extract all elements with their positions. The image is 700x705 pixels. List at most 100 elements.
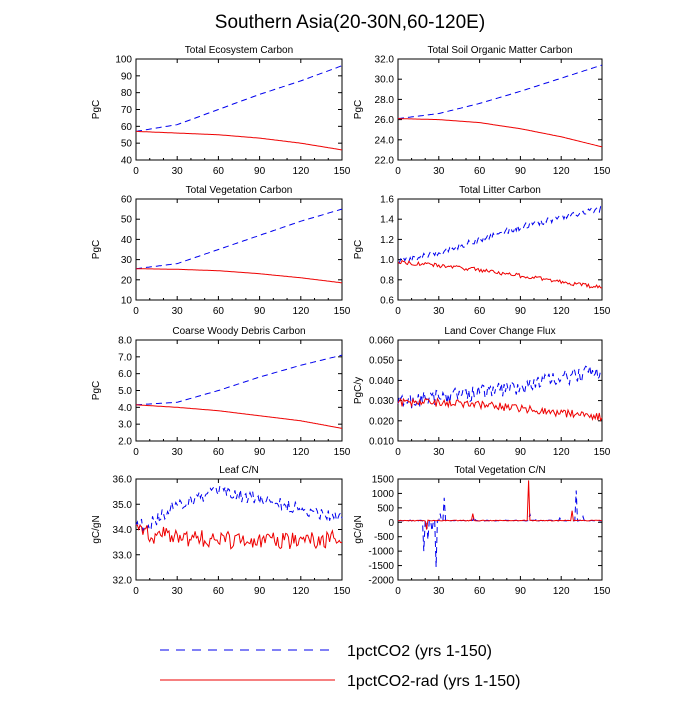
panel-leaf-c-n: Leaf C/N gC/gN 0 30 60 90 120 150 32.0 33.0 34.0 35… [91, 465, 351, 597]
ytick-label-total-vegetation-carbon: 50 [121, 215, 133, 226]
xtick-label-total-soil-organic-matter-carbon: 60 [474, 166, 486, 177]
ytick-label-total-soil-organic-matter-carbon: 30.0 [375, 75, 395, 86]
xtick-label-total-ecosystem-carbon: 60 [213, 166, 225, 177]
ytick-label-total-vegetation-c-n: 500 [377, 503, 394, 514]
xtick-label-land-cover-change-flux: 120 [553, 447, 570, 458]
panel-title-land-cover-change-flux: Land Cover Change Flux [444, 326, 555, 337]
xtick-label-total-litter-carbon: 60 [474, 306, 486, 317]
panel-total-vegetation-carbon: Total Vegetation Carbon PgC 0 30 60 90 120 150 1… [91, 185, 351, 317]
series-1pctco2-line-total-litter-carbon [398, 205, 603, 264]
ytick-label-total-vegetation-c-n: 1000 [372, 489, 395, 500]
ytick-label-total-vegetation-c-n: -500 [374, 532, 394, 543]
ytick-label-total-vegetation-c-n: -1500 [368, 561, 394, 572]
ytick-label-total-litter-carbon: 1.4 [380, 215, 394, 226]
ylabel-total-soil-organic-matter-carbon: PgC [353, 100, 364, 119]
panel-title-total-vegetation-carbon: Total Vegetation Carbon [186, 185, 293, 196]
panel-title-coarse-woody-debris-carbon: Coarse Woody Debris Carbon [172, 326, 305, 337]
ytick-label-total-soil-organic-matter-carbon: 24.0 [375, 135, 395, 146]
xtick-label-total-vegetation-carbon: 150 [334, 306, 351, 317]
panels: Total Ecosystem Carbon PgC 0 30 60 90 120 150 40… [91, 45, 611, 597]
plot-frame-total-litter-carbon [397, 198, 603, 301]
ytick-label-total-ecosystem-carbon: 60 [121, 122, 133, 133]
panel-total-vegetation-c-n: Total Vegetation C/N gC/gN 0 30 60 90 120 150 -2… [353, 465, 611, 597]
legend-label-1pctco2: 1pctCO2 (yrs 1-150) [347, 643, 492, 660]
xtick-label-total-vegetation-c-n: 90 [515, 586, 527, 597]
ytick-label-leaf-c-n: 32.0 [113, 576, 133, 587]
ytick-label-total-soil-organic-matter-carbon: 32.0 [375, 55, 395, 66]
ytick-label-total-ecosystem-carbon: 40 [121, 156, 133, 167]
ytick-label-coarse-woody-debris-carbon: 5.0 [118, 386, 132, 397]
ytick-label-total-vegetation-carbon: 60 [121, 195, 133, 206]
xtick-label-total-soil-organic-matter-carbon: 150 [594, 166, 611, 177]
ytick-label-total-vegetation-carbon: 30 [121, 255, 133, 266]
xtick-label-total-vegetation-c-n: 120 [553, 586, 570, 597]
plot-frame-total-vegetation-c-n [397, 478, 603, 581]
series-1pctco2-line-leaf-c-n [135, 485, 343, 533]
xtick-label-land-cover-change-flux: 0 [395, 447, 401, 458]
ytick-label-total-vegetation-c-n: -1000 [368, 547, 394, 558]
xtick-label-land-cover-change-flux: 150 [594, 447, 611, 458]
ytick-label-total-vegetation-carbon: 10 [121, 296, 133, 307]
ytick-label-coarse-woody-debris-carbon: 4.0 [118, 403, 132, 414]
xtick-label-land-cover-change-flux: 60 [474, 447, 486, 458]
ytick-label-total-ecosystem-carbon: 80 [121, 88, 133, 99]
ytick-label-land-cover-change-flux: 0.020 [369, 416, 394, 427]
xtick-label-total-vegetation-carbon: 60 [213, 306, 225, 317]
xtick-label-total-ecosystem-carbon: 0 [133, 166, 139, 177]
ylabel-land-cover-change-flux: PgC/y [353, 377, 364, 404]
series-1pctco2-rad-line-total-ecosystem-carbon [136, 130, 343, 151]
xtick-label-coarse-woody-debris-carbon: 60 [213, 447, 225, 458]
ytick-label-total-litter-carbon: 0.6 [380, 296, 394, 307]
ytick-label-total-vegetation-carbon: 20 [121, 275, 133, 286]
series-1pctco2-line-coarse-woody-debris-carbon [135, 354, 343, 406]
ytick-label-total-vegetation-carbon: 40 [121, 235, 133, 246]
ytick-label-land-cover-change-flux: 0.010 [369, 437, 394, 448]
ylabel-total-ecosystem-carbon: PgC [91, 100, 102, 119]
series-1pctco2-line-total-ecosystem-carbon [135, 65, 343, 132]
plot-frame-coarse-woody-debris-carbon [135, 339, 343, 442]
ytick-label-coarse-woody-debris-carbon: 7.0 [118, 352, 132, 363]
ytick-label-total-litter-carbon: 1.2 [380, 235, 394, 246]
xtick-label-coarse-woody-debris-carbon: 120 [292, 447, 309, 458]
xtick-label-coarse-woody-debris-carbon: 90 [254, 447, 266, 458]
ytick-label-leaf-c-n: 35.0 [113, 500, 133, 511]
panel-title-leaf-c-n: Leaf C/N [219, 465, 258, 476]
xtick-label-total-litter-carbon: 120 [553, 306, 570, 317]
xtick-label-total-vegetation-c-n: 0 [395, 586, 401, 597]
series-1pctco2-rad-line-total-litter-carbon [397, 259, 603, 289]
panel-total-soil-organic-matter-carbon: Total Soil Organic Matter Carbon PgC 0 30 60… [353, 45, 611, 177]
ytick-label-coarse-woody-debris-carbon: 6.0 [118, 369, 132, 380]
xtick-label-total-soil-organic-matter-carbon: 90 [515, 166, 527, 177]
ylabel-coarse-woody-debris-carbon: PgC [91, 381, 102, 400]
series-1pctco2-rad-line-total-vegetation-carbon [136, 268, 343, 284]
ylabel-total-vegetation-carbon: PgC [91, 240, 102, 259]
series-1pctco2-rad-line-total-soil-organic-matter-carbon [398, 118, 603, 148]
series-1pctco2-line-total-soil-organic-matter-carbon [397, 64, 603, 120]
xtick-label-total-ecosystem-carbon: 120 [292, 166, 309, 177]
xtick-label-land-cover-change-flux: 30 [433, 447, 445, 458]
ytick-label-total-litter-carbon: 0.8 [380, 275, 394, 286]
series-1pctco2-line-land-cover-change-flux [397, 365, 603, 409]
xtick-label-leaf-c-n: 150 [334, 586, 351, 597]
xtick-label-total-vegetation-c-n: 150 [594, 586, 611, 597]
series-1pctco2-line-total-vegetation-carbon [135, 208, 343, 270]
xtick-label-total-soil-organic-matter-carbon: 120 [553, 166, 570, 177]
xtick-label-total-vegetation-carbon: 120 [292, 306, 309, 317]
xtick-label-land-cover-change-flux: 90 [515, 447, 527, 458]
xtick-label-total-soil-organic-matter-carbon: 30 [433, 166, 445, 177]
xtick-label-leaf-c-n: 0 [133, 586, 139, 597]
ytick-label-leaf-c-n: 33.0 [113, 550, 133, 561]
xtick-label-total-ecosystem-carbon: 150 [334, 166, 351, 177]
legend-label-1pctco2-rad: 1pctCO2-rad (yrs 1-150) [347, 673, 520, 690]
xtick-label-total-vegetation-c-n: 30 [433, 586, 445, 597]
ytick-label-total-soil-organic-matter-carbon: 28.0 [375, 95, 395, 106]
xtick-label-total-vegetation-c-n: 60 [474, 586, 486, 597]
series-1pctco2-rad-line-coarse-woody-debris-carbon [135, 404, 343, 429]
xtick-label-total-litter-carbon: 30 [433, 306, 445, 317]
ytick-label-land-cover-change-flux: 0.050 [369, 356, 394, 367]
series-1pctco2-rad-line-total-vegetation-c-n [397, 480, 603, 530]
panel-total-litter-carbon: Total Litter Carbon PgC 0 30 60 90 120 150 0.6 0.… [353, 185, 611, 317]
ylabel-total-vegetation-c-n: gC/gN [353, 515, 364, 543]
xtick-label-coarse-woody-debris-carbon: 30 [172, 447, 184, 458]
